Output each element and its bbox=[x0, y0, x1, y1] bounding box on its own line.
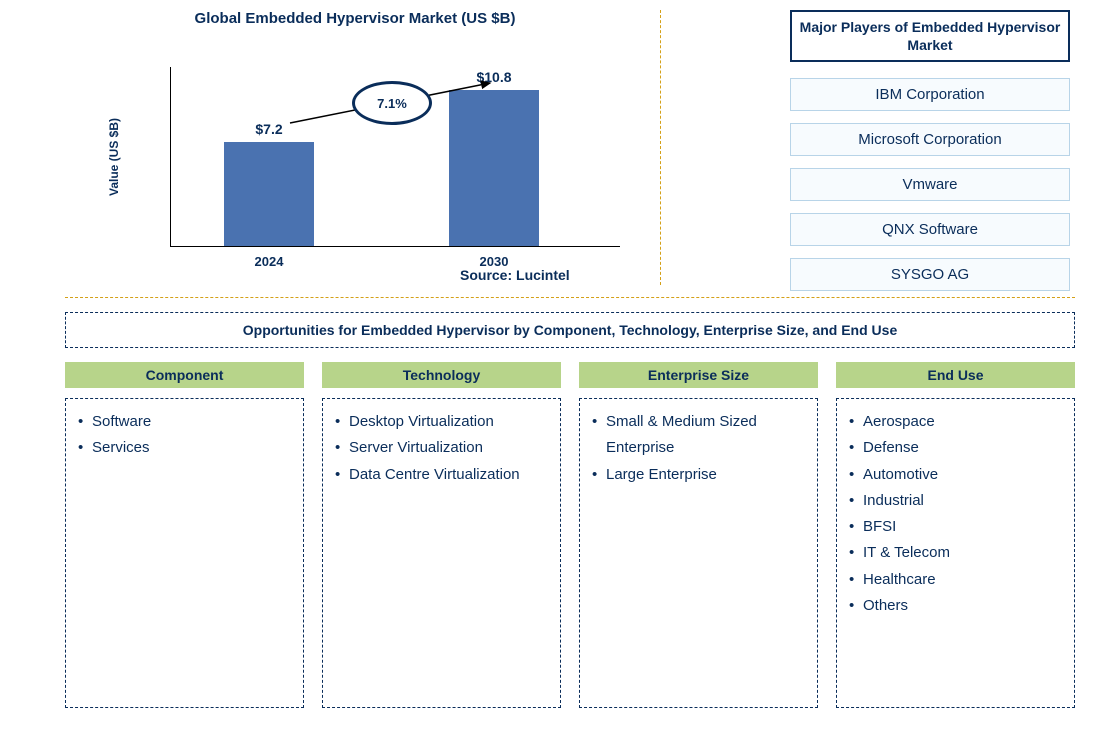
bar-value-label: $7.2 bbox=[255, 121, 282, 137]
category-column: Enterprise Size Small & Medium Sized Ente… bbox=[579, 362, 818, 708]
category-item: Data Centre Virtualization bbox=[335, 462, 548, 488]
category-header: Component bbox=[65, 362, 304, 388]
category-item: Large Enterprise bbox=[592, 462, 805, 488]
growth-rate-label: 7.1% bbox=[377, 96, 407, 111]
opportunities-title: Opportunities for Embedded Hypervisor by… bbox=[65, 312, 1075, 348]
categories-row: Component SoftwareServices Technology Deskt… bbox=[65, 362, 1075, 708]
category-body: AerospaceDefenseAutomotiveIndustrialBFSI… bbox=[836, 398, 1075, 708]
category-item: Healthcare bbox=[849, 567, 1062, 593]
player-item: SYSGO AG bbox=[790, 258, 1070, 291]
player-item: QNX Software bbox=[790, 213, 1070, 246]
x-tick-label: 2024 bbox=[255, 254, 284, 269]
category-item: Services bbox=[78, 435, 291, 461]
category-item: Industrial bbox=[849, 488, 1062, 514]
category-item: Software bbox=[78, 409, 291, 435]
category-item: Aerospace bbox=[849, 409, 1062, 435]
category-item: Others bbox=[849, 593, 1062, 619]
vertical-divider bbox=[660, 10, 661, 285]
category-column: Technology Desktop VirtualizationServer V… bbox=[322, 362, 561, 708]
x-axis-line bbox=[170, 246, 620, 247]
chart-body: Value (US $B) $7.22024$10.82030 7.1% bbox=[170, 67, 620, 247]
category-column: End Use AerospaceDefenseAutomotiveIndustr… bbox=[836, 362, 1075, 708]
players-header: Major Players of Embedded Hypervisor Mar… bbox=[790, 10, 1070, 62]
category-item: BFSI bbox=[849, 514, 1062, 540]
category-item: Automotive bbox=[849, 462, 1062, 488]
player-item: Vmware bbox=[790, 168, 1070, 201]
bar-chart: Global Embedded Hypervisor Market (US $B… bbox=[60, 10, 650, 280]
bar bbox=[224, 142, 314, 246]
category-item: Defense bbox=[849, 435, 1062, 461]
y-axis-label: Value (US $B) bbox=[107, 118, 121, 196]
horizontal-divider bbox=[65, 297, 1075, 298]
major-players-panel: Major Players of Embedded Hypervisor Mar… bbox=[790, 10, 1070, 303]
player-item: Microsoft Corporation bbox=[790, 123, 1070, 156]
category-item: Desktop Virtualization bbox=[335, 409, 548, 435]
category-header: End Use bbox=[836, 362, 1075, 388]
y-axis-line bbox=[170, 67, 171, 247]
player-item: IBM Corporation bbox=[790, 78, 1070, 111]
category-header: Technology bbox=[322, 362, 561, 388]
category-body: SoftwareServices bbox=[65, 398, 304, 708]
category-item: Small & Medium Sized Enterprise bbox=[592, 409, 805, 462]
players-list: IBM Corporation Microsoft Corporation Vmwa… bbox=[790, 78, 1070, 291]
category-body: Small & Medium Sized EnterpriseLarge Ent… bbox=[579, 398, 818, 708]
category-body: Desktop VirtualizationServer Virtualizat… bbox=[322, 398, 561, 708]
category-item: Server Virtualization bbox=[335, 435, 548, 461]
growth-rate-ellipse: 7.1% bbox=[352, 81, 432, 125]
top-region: Global Embedded Hypervisor Market (US $B… bbox=[0, 0, 1106, 300]
category-item: IT & Telecom bbox=[849, 540, 1062, 566]
chart-title: Global Embedded Hypervisor Market (US $B… bbox=[60, 10, 650, 27]
category-header: Enterprise Size bbox=[579, 362, 818, 388]
category-column: Component SoftwareServices bbox=[65, 362, 304, 708]
source-label: Source: Lucintel bbox=[460, 267, 570, 283]
